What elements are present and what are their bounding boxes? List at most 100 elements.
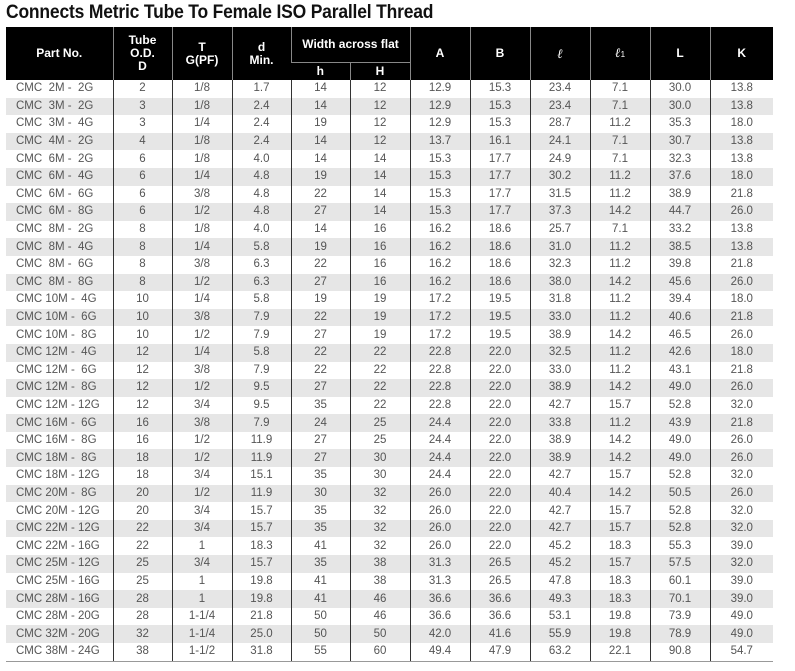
- cell-d-min: 19.8: [231, 572, 291, 591]
- table-row: CMC 8M - 4G 8 1/4 5.8 19 16 16.2 18.6 31.0 11.2 38…: [6, 238, 774, 256]
- cell-b: 18.6: [469, 255, 531, 274]
- cell-a: 12.9: [409, 97, 471, 116]
- cell-thread: 3/4: [171, 555, 232, 573]
- cell-k: 32.0: [709, 519, 774, 538]
- cell-k: 32.0: [709, 502, 774, 520]
- cell-tube-od: 8: [112, 238, 172, 256]
- cell-l1: 7.1: [589, 80, 651, 98]
- table-row: CMC 10M - 4G 10 1/4 5.8 19 19 17.2 19.5 31.8 11.2…: [6, 291, 774, 309]
- cell-b: 18.6: [469, 238, 531, 256]
- cell-l1: 15.7: [589, 467, 651, 485]
- cell-b: 15.3: [469, 115, 531, 133]
- cell-H: 16: [349, 273, 411, 292]
- cell-l: 42.7: [529, 502, 591, 520]
- cell-h: 50: [290, 607, 350, 626]
- cell-d-min: 25.0: [231, 625, 291, 643]
- cell-tube-od: 6: [112, 203, 172, 221]
- cell-a: 16.2: [409, 255, 471, 274]
- header-h: h: [291, 62, 350, 80]
- cell-a: 24.4: [409, 467, 471, 485]
- cell-part-no: CMC 32M - 20G: [6, 625, 113, 643]
- cell-k: 13.8: [709, 220, 774, 239]
- cell-H: 14: [349, 203, 411, 221]
- cell-b: 22.0: [469, 519, 531, 538]
- cell-L: 39.8: [649, 255, 711, 274]
- cell-b: 17.7: [469, 185, 531, 204]
- cell-tube-od: 10: [112, 326, 172, 344]
- cell-h: 27: [290, 449, 350, 468]
- cell-l: 33.0: [529, 308, 591, 327]
- cell-L: 70.1: [649, 590, 711, 608]
- cell-part-no: CMC 12M - 4G: [6, 343, 113, 362]
- cell-L: 42.6: [649, 343, 711, 362]
- cell-tube-od: 4: [112, 132, 172, 151]
- cell-d-min: 9.5: [231, 379, 291, 397]
- cell-H: 14: [349, 185, 411, 204]
- cell-h: 14: [290, 80, 350, 98]
- cell-a: 26.0: [409, 537, 471, 556]
- header-thread: T G(PF): [171, 27, 232, 80]
- cell-a: 42.0: [409, 625, 471, 643]
- table-row: CMC 6M - 2G 6 1/8 4.0 14 14 15.3 17.7 24.9 7.1 32.…: [6, 150, 774, 168]
- cell-l1: 15.7: [589, 555, 651, 573]
- cell-part-no: CMC 8M - 6G: [16, 258, 94, 271]
- cell-k: 13.8: [709, 97, 774, 116]
- table-row: CMC 6M - 4G 6 1/4 4.8 19 14 15.3 17.7 30.2 11.2 37…: [6, 167, 774, 186]
- cell-h: 14: [290, 150, 350, 168]
- cell-b: 19.5: [469, 326, 531, 344]
- cell-b: 22.0: [469, 537, 531, 556]
- cell-H: 16: [349, 220, 411, 239]
- cell-d-min: 7.9: [231, 414, 291, 432]
- cell-H: 50: [349, 625, 411, 643]
- cell-l1: 11.2: [589, 343, 651, 362]
- cell-tube-od: 3: [112, 97, 172, 116]
- cell-b: 22.0: [469, 502, 531, 520]
- cell-h: 35: [290, 396, 350, 415]
- cell-b: 36.6: [469, 590, 531, 608]
- cell-l1: 14.2: [589, 203, 651, 221]
- cell-part-no: CMC 8M - 4G: [6, 238, 113, 256]
- table-row: CMC 6M - 8G 6 1/2 4.8 27 14 15.3 17.7 37.3 14.2 44…: [6, 203, 774, 221]
- cell-l1: 14.2: [589, 326, 651, 344]
- cell-l1: 14.2: [589, 449, 651, 468]
- cell-l1: 11.2: [589, 291, 651, 309]
- cell-b: 17.7: [469, 203, 531, 221]
- cell-thread: 3/8: [171, 255, 232, 274]
- cell-h: 50: [290, 625, 350, 643]
- cell-b: 19.5: [469, 308, 531, 327]
- cell-H: 22: [349, 361, 411, 380]
- cell-k: 26.0: [709, 203, 774, 221]
- cell-tube-od: 10: [112, 308, 172, 327]
- cell-a: 24.4: [409, 449, 471, 468]
- cell-L: 44.7: [649, 203, 711, 221]
- cell-H: 46: [349, 607, 411, 626]
- cell-tube-od: 10: [112, 291, 172, 309]
- cell-H: 38: [349, 572, 411, 591]
- cell-h: 41: [290, 590, 350, 608]
- cell-a: 26.0: [409, 519, 471, 538]
- cell-L: 35.3: [649, 115, 711, 133]
- cell-d-min: 5.8: [231, 291, 291, 309]
- cell-H: 30: [349, 449, 411, 468]
- cell-L: 57.5: [649, 555, 711, 573]
- cell-l1: 11.2: [589, 238, 651, 256]
- header-H: H: [349, 62, 411, 80]
- cell-part-no: CMC 22M - 16G: [16, 539, 100, 552]
- cell-tube-od: 16: [112, 414, 172, 432]
- cell-l: 32.3: [529, 255, 591, 274]
- cell-d-min: 21.8: [231, 607, 291, 626]
- cell-part-no: CMC 25M - 16G: [16, 574, 100, 587]
- cell-a: 24.4: [409, 431, 471, 450]
- table-row: CMC 2M - 2G 2 1/8 1.7 14 12 12.9 15.3 23.4 7.1 30.…: [6, 80, 774, 98]
- cell-l: 33.0: [529, 361, 591, 380]
- cell-l: 33.8: [529, 414, 591, 432]
- cell-b: 41.6: [469, 625, 531, 643]
- cell-k: 26.0: [709, 379, 774, 397]
- cell-H: 12: [349, 132, 411, 151]
- cell-H: 25: [349, 431, 411, 450]
- cell-h: 27: [290, 273, 350, 292]
- cell-a: 49.4: [409, 643, 471, 662]
- cell-part-no: CMC 18M - 8G: [6, 449, 113, 468]
- cell-b: 26.5: [469, 555, 531, 573]
- cell-L: 45.6: [649, 273, 711, 292]
